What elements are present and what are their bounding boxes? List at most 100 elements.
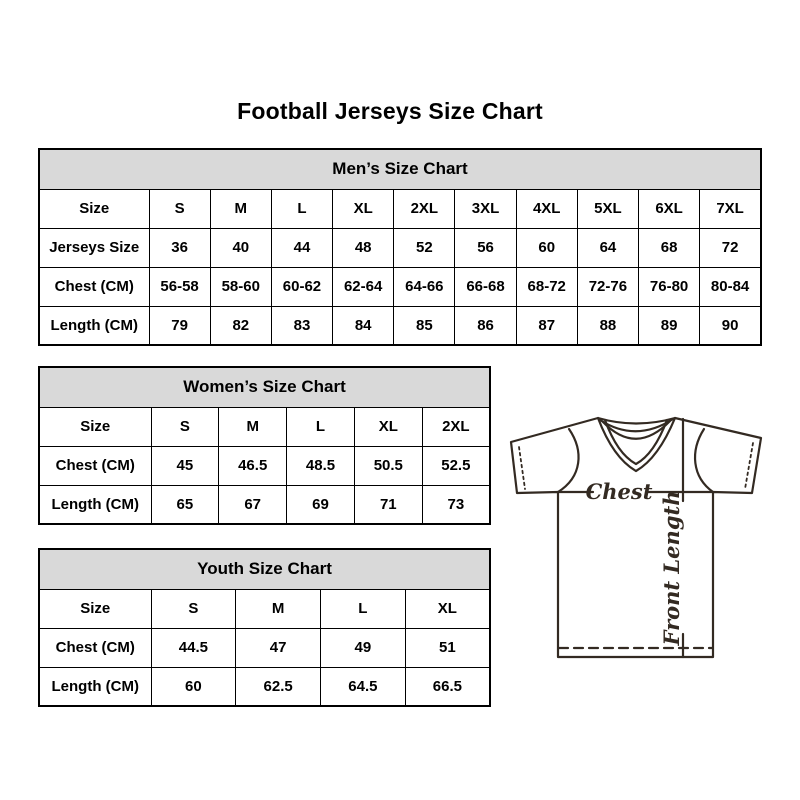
size-cell: 67: [218, 484, 288, 525]
size-cell: 52.5: [421, 445, 491, 486]
size-cell: 83: [270, 305, 334, 346]
size-cell: 88: [576, 305, 640, 346]
size-cell: 62.5: [235, 666, 321, 707]
size-cell: 47: [235, 627, 321, 668]
youth-size-chart-table: Youth Size Chart Size S M L XL Chest (CM) 44.5 4…: [38, 548, 491, 707]
table-title-row: Men’s Size Chart: [38, 148, 762, 190]
size-cell: 64-66: [393, 266, 456, 307]
size-cell: 68: [637, 227, 701, 268]
size-cell: 2XL: [393, 188, 456, 229]
size-cell: XL: [332, 188, 395, 229]
table-row: Size S M L XL 2XL: [38, 406, 491, 447]
size-cell: 7XL: [699, 188, 762, 229]
size-cell: 56-58: [148, 266, 211, 307]
size-cell: 46.5: [218, 445, 288, 486]
size-cell: S: [148, 188, 211, 229]
size-cell: 82: [209, 305, 272, 346]
size-cell: 79: [148, 305, 211, 346]
table-row: Size S M L XL: [38, 588, 491, 629]
size-cell: 66.5: [404, 666, 491, 707]
size-cell: 56: [454, 227, 517, 268]
row-label: Length (CM): [38, 666, 152, 707]
row-label: Chest (CM): [38, 627, 152, 668]
page-title: Football Jerseys Size Chart: [237, 98, 543, 124]
size-cell: L: [286, 406, 355, 447]
table-row: Chest (CM) 45 46.5 48.5 50.5 52.5: [38, 445, 491, 486]
table-title: Men’s Size Chart: [38, 148, 762, 190]
size-cell: 5XL: [576, 188, 640, 229]
size-cell: 64.5: [320, 666, 406, 707]
size-cell: 36: [148, 227, 211, 268]
sleeve-stitch-lines: [518, 442, 754, 490]
row-label: Jerseys Size: [38, 227, 150, 268]
size-cell: 50.5: [353, 445, 423, 486]
table-row: Length (CM) 79 82 83 84 85 86 87 88 89 90: [38, 305, 762, 346]
row-label: Size: [38, 588, 152, 629]
size-cell: 3XL: [454, 188, 517, 229]
size-cell: 48: [332, 227, 395, 268]
size-cell: 64: [576, 227, 640, 268]
size-cell: 6XL: [637, 188, 701, 229]
table-row: Chest (CM) 44.5 47 49 51: [38, 627, 491, 668]
table-row: Size S M L XL 2XL 3XL 4XL 5XL 6XL 7XL: [38, 188, 762, 229]
size-cell: 60: [150, 666, 237, 707]
size-cell: 68-72: [515, 266, 578, 307]
size-cell: S: [150, 406, 220, 447]
size-cell: L: [270, 188, 334, 229]
size-cell: 86: [454, 305, 517, 346]
table-row: Length (CM) 65 67 69 71 73: [38, 484, 491, 525]
size-cell: 49: [320, 627, 406, 668]
size-cell: 45: [150, 445, 220, 486]
size-cell: 72: [699, 227, 762, 268]
table-row: Length (CM) 60 62.5 64.5 66.5: [38, 666, 491, 707]
size-cell: 87: [515, 305, 578, 346]
row-label: Size: [38, 406, 152, 447]
size-cell: 51: [404, 627, 491, 668]
size-cell: 4XL: [515, 188, 578, 229]
size-cell: 44: [270, 227, 334, 268]
table-row: Jerseys Size 36 40 44 48 52 56 60 64 68 72: [38, 227, 762, 268]
size-cell: 65: [150, 484, 220, 525]
table-title-row: Women’s Size Chart: [38, 366, 491, 408]
size-cell: XL: [353, 406, 423, 447]
row-label: Chest (CM): [38, 266, 150, 307]
row-label: Length (CM): [38, 305, 150, 346]
size-cell: 58-60: [209, 266, 272, 307]
size-cell: 60: [515, 227, 578, 268]
size-cell: XL: [404, 588, 491, 629]
front-length-label: Front Length: [659, 491, 684, 647]
size-cell: 90: [699, 305, 762, 346]
size-cell: 85: [393, 305, 456, 346]
size-cell: 72-76: [576, 266, 640, 307]
table-title: Women’s Size Chart: [38, 366, 491, 408]
size-cell: 80-84: [699, 266, 762, 307]
size-cell: 89: [637, 305, 701, 346]
row-label: Chest (CM): [38, 445, 152, 486]
size-cell: 69: [286, 484, 355, 525]
size-cell: M: [209, 188, 272, 229]
size-cell: 71: [353, 484, 423, 525]
size-cell: S: [150, 588, 237, 629]
size-cell: 60-62: [270, 266, 334, 307]
size-cell: M: [235, 588, 321, 629]
size-cell: 66-68: [454, 266, 517, 307]
jersey-measurement-diagram: Chest Front Length: [503, 405, 777, 671]
size-cell: 48.5: [286, 445, 355, 486]
size-cell: 76-80: [637, 266, 701, 307]
jersey-outline-shape: [509, 416, 763, 659]
size-cell: 73: [421, 484, 491, 525]
size-cell: L: [320, 588, 406, 629]
womens-size-chart-table: Women’s Size Chart Size S M L XL 2XL Chest (CM)…: [38, 366, 491, 525]
size-cell: 62-64: [332, 266, 395, 307]
size-cell: 2XL: [421, 406, 491, 447]
table-title-row: Youth Size Chart: [38, 548, 491, 590]
size-cell: 52: [393, 227, 456, 268]
row-label: Size: [38, 188, 150, 229]
row-label: Length (CM): [38, 484, 152, 525]
size-cell: 40: [209, 227, 272, 268]
mens-size-chart-table: Men’s Size Chart Size S M L XL 2XL 3XL 4XL 5XL 6XL…: [38, 148, 762, 346]
chest-label: Chest: [586, 479, 653, 504]
size-cell: 84: [332, 305, 395, 346]
table-title: Youth Size Chart: [38, 548, 491, 590]
